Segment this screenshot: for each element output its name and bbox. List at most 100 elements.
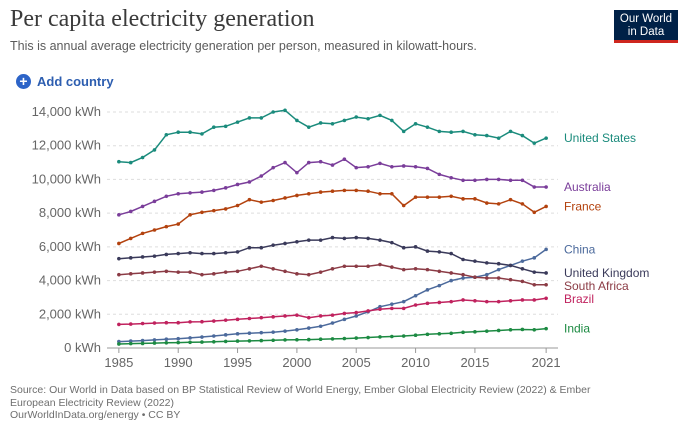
- data-point-united-states: [532, 141, 537, 145]
- data-point-united-states: [259, 116, 264, 120]
- data-point-united-states: [354, 115, 359, 119]
- data-point-india: [259, 338, 264, 343]
- data-point-united-kingdom: [461, 257, 465, 262]
- data-point-south-africa: [152, 270, 157, 274]
- data-point-united-kingdom: [295, 240, 299, 244]
- data-point-brazil: [532, 298, 537, 302]
- data-point-brazil: [164, 320, 169, 325]
- data-point-india: [544, 326, 548, 331]
- y-tick-label: 14,000 kWh: [32, 104, 101, 119]
- x-tick-label: 2000: [282, 355, 311, 370]
- data-point-united-states: [330, 122, 335, 126]
- data-point-france: [390, 191, 394, 196]
- data-point-south-africa: [128, 272, 133, 276]
- data-point-australia: [200, 190, 204, 194]
- data-point-united-kingdom: [283, 241, 287, 246]
- series-line-united-states[interactable]: [118, 109, 547, 164]
- data-point-brazil: [235, 317, 240, 322]
- data-point-india: [342, 336, 347, 341]
- data-point-united-kingdom: [342, 236, 347, 241]
- data-point-australia: [259, 174, 264, 178]
- owid-logo[interactable]: Our World in Data: [614, 10, 678, 43]
- data-point-brazil: [544, 296, 548, 301]
- data-point-united-kingdom: [235, 250, 240, 254]
- data-point-united-states: [520, 133, 525, 138]
- series-line-china[interactable]: [118, 248, 547, 343]
- data-point-france: [176, 222, 181, 226]
- data-point-china: [152, 338, 157, 342]
- data-point-united-states: [366, 116, 370, 121]
- data-point-united-states: [401, 129, 406, 134]
- data-point-australia: [140, 204, 145, 209]
- y-axis-ticks: 0 kWh 2,000 kWh 4,000 kWh 6,000 kWh 8,000 kW…: [32, 104, 101, 355]
- y-tick-label: 0 kWh: [64, 340, 101, 355]
- data-point-india: [176, 340, 181, 345]
- series-line-australia[interactable]: [118, 158, 547, 216]
- data-point-brazil: [366, 309, 370, 313]
- series-line-france[interactable]: [118, 189, 547, 245]
- data-point-india: [283, 338, 287, 342]
- data-point-united-states: [508, 129, 513, 134]
- data-point-brazil: [318, 314, 323, 318]
- data-point-united-kingdom: [176, 251, 181, 256]
- data-point-south-africa: [271, 266, 275, 271]
- chart-title: Per capita electricity generation: [10, 6, 315, 32]
- data-point-india: [496, 328, 501, 333]
- data-point-china: [544, 247, 548, 252]
- data-point-australia: [271, 165, 275, 170]
- data-point-france: [342, 188, 347, 193]
- data-point-united-kingdom: [212, 251, 216, 256]
- data-point-india: [164, 340, 169, 345]
- logo-line-2: in Data: [627, 26, 665, 38]
- data-point-china: [520, 259, 525, 263]
- data-point-united-states: [152, 148, 157, 152]
- data-point-brazil: [508, 299, 513, 303]
- data-point-brazil: [259, 315, 264, 320]
- data-point-china: [283, 329, 287, 333]
- data-point-brazil: [342, 311, 347, 316]
- data-point-united-states: [235, 120, 240, 124]
- data-point-australia: [283, 160, 287, 165]
- data-point-australia: [401, 164, 406, 168]
- data-point-china: [330, 321, 335, 325]
- data-point-united-kingdom: [544, 271, 548, 275]
- data-point-france: [318, 190, 323, 194]
- data-point-australia: [235, 182, 240, 187]
- data-point-south-africa: [544, 282, 548, 287]
- data-point-united-kingdom: [140, 255, 145, 259]
- data-point-south-africa: [401, 267, 406, 272]
- data-point-south-africa: [390, 265, 394, 269]
- data-point-china: [318, 324, 323, 329]
- data-point-france: [152, 228, 157, 232]
- data-point-united-states: [117, 159, 121, 164]
- data-point-united-kingdom: [259, 245, 264, 250]
- data-point-united-states: [271, 110, 275, 114]
- source-url[interactable]: OurWorldInData.org/energy • CC BY: [10, 409, 181, 421]
- series-line-brazil[interactable]: [118, 297, 547, 326]
- data-point-china: [496, 267, 501, 272]
- data-point-brazil: [176, 320, 181, 325]
- add-country-button[interactable]: + Add country: [16, 72, 114, 90]
- data-point-china: [413, 293, 418, 298]
- data-point-south-africa: [295, 272, 299, 276]
- data-point-india: [271, 338, 275, 343]
- data-point-united-states: [449, 130, 453, 135]
- data-point-united-kingdom: [318, 238, 323, 242]
- data-point-south-africa: [117, 272, 121, 277]
- data-point-india: [188, 340, 192, 345]
- data-point-brazil: [283, 314, 287, 318]
- data-point-france: [413, 195, 418, 199]
- x-tick-label: 2015: [460, 355, 489, 370]
- data-point-united-kingdom: [496, 261, 501, 266]
- data-point-france: [461, 197, 465, 201]
- data-point-france: [235, 203, 240, 208]
- data-point-united-kingdom: [401, 245, 406, 250]
- series-line-india[interactable]: [118, 327, 547, 345]
- data-point-united-kingdom: [425, 249, 430, 253]
- data-point-china: [188, 336, 192, 340]
- data-point-brazil: [378, 307, 382, 312]
- data-point-india: [413, 333, 418, 337]
- data-point-france: [532, 210, 537, 215]
- y-tick-label: 10,000 kWh: [32, 171, 101, 186]
